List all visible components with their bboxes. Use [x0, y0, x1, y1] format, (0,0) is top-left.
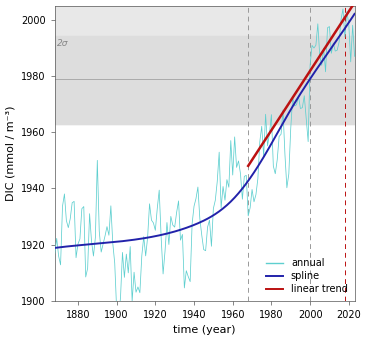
Bar	[55, 0, 355, 124]
Bar	[55, 36, 355, 124]
Text: 2σ: 2σ	[57, 39, 68, 48]
Legend: annual, spline, linear trend: annual, spline, linear trend	[262, 254, 352, 298]
Y-axis label: DIC (mmol / m⁻³): DIC (mmol / m⁻³)	[6, 105, 15, 201]
X-axis label: time (year): time (year)	[174, 325, 236, 336]
